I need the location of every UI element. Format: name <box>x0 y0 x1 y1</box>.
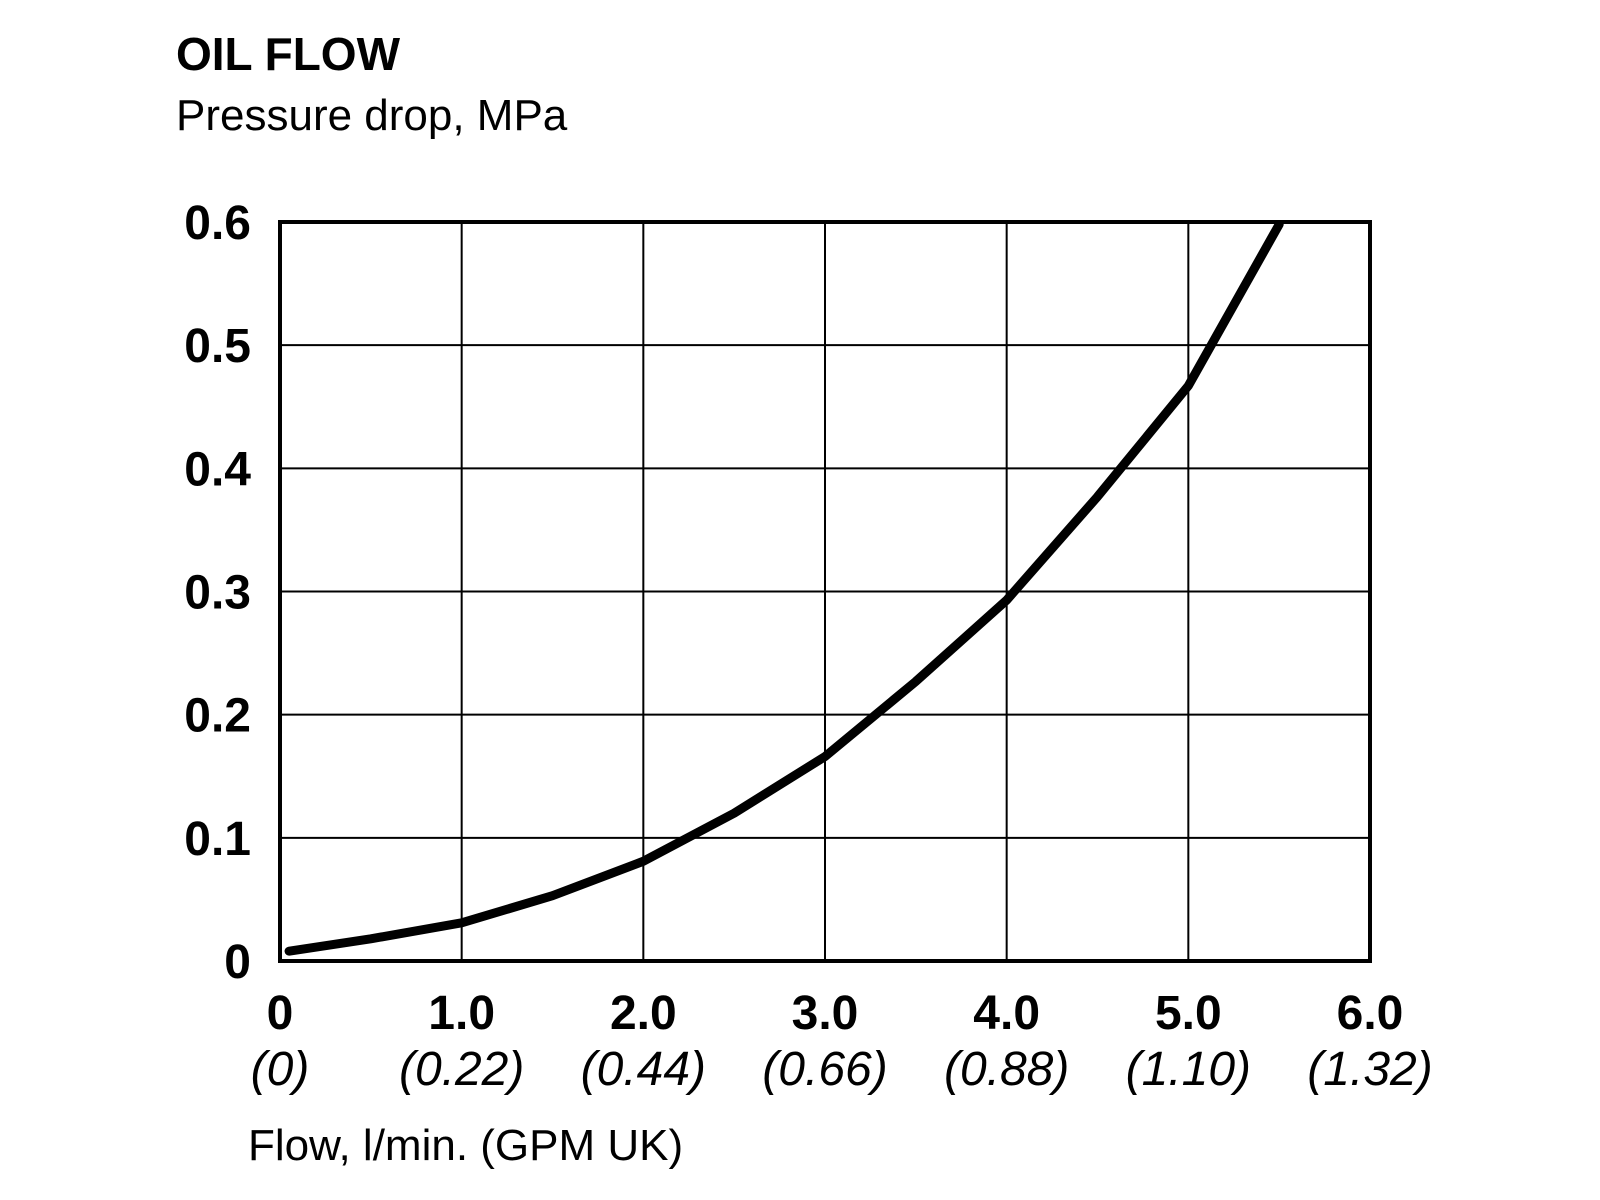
chart-subtitle: Pressure drop, MPa <box>176 91 568 140</box>
x-tick-label: 4.0 <box>973 987 1040 1040</box>
x-tick-sublabel: (1.32) <box>1307 1043 1432 1096</box>
y-tick-label: 0.2 <box>184 690 251 743</box>
x-tick-label: 3.0 <box>792 987 859 1040</box>
x-tick-sublabel: (0.44) <box>581 1043 706 1096</box>
x-tick-label: 1.0 <box>428 987 495 1040</box>
y-tick-label: 0.1 <box>184 813 251 866</box>
y-tick-label: 0 <box>224 936 251 989</box>
x-tick-sublabel: (0.88) <box>944 1043 1069 1096</box>
x-tick-sublabel: (0) <box>251 1043 310 1096</box>
y-tick-label: 0.6 <box>184 197 251 250</box>
chart-title: OIL FLOW <box>176 28 401 80</box>
x-tick-sublabel: (0.22) <box>399 1043 524 1096</box>
x-tick-sublabel: (1.10) <box>1126 1043 1251 1096</box>
y-tick-label: 0.4 <box>184 443 251 496</box>
x-tick-label: 0 <box>267 987 294 1040</box>
x-tick-label: 2.0 <box>610 987 677 1040</box>
x-tick-sublabel: (0.66) <box>762 1043 887 1096</box>
x-tick-label: 6.0 <box>1337 987 1404 1040</box>
curve <box>284 219 1284 956</box>
plot-frame <box>278 220 1372 963</box>
x-tick-label: 5.0 <box>1155 987 1222 1040</box>
y-tick-label: 0.3 <box>184 567 251 620</box>
y-tick-label: 0.5 <box>184 320 251 373</box>
x-axis-label: Flow, l/min. (GPM UK) <box>248 1121 683 1170</box>
